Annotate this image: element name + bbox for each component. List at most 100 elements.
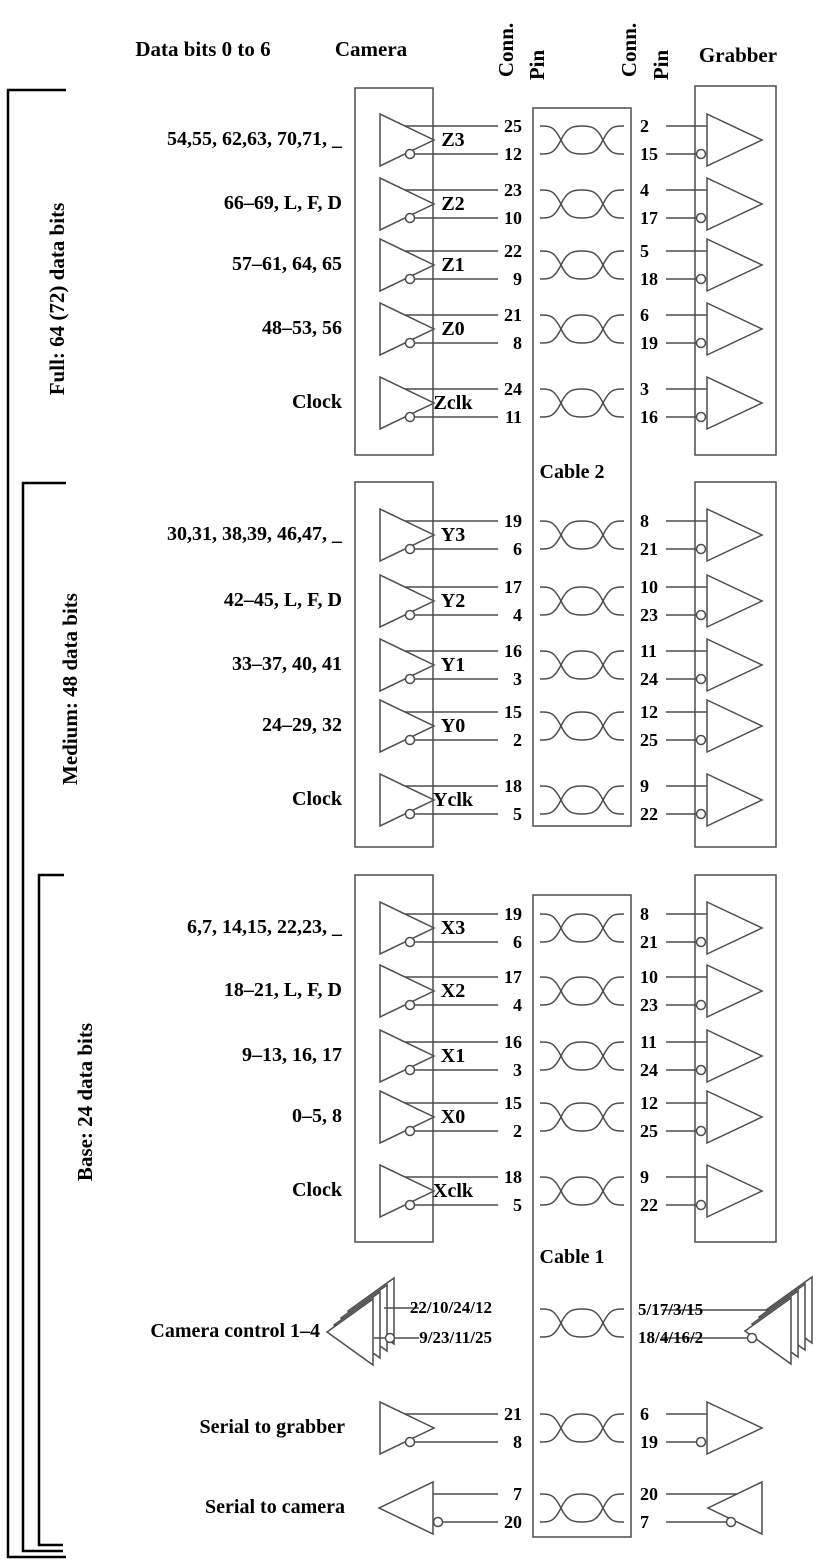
twisted-pair-strand	[539, 1041, 625, 1071]
grabber-pin: 3	[640, 379, 649, 399]
twisted-pair-icon	[539, 711, 625, 741]
camera-box	[354, 874, 434, 1243]
data-bits-label: 9–13, 16, 17	[242, 1044, 342, 1066]
camera-control-pin: 9/23/11/25	[419, 1328, 492, 1347]
grabber-receiver-triangle-icon	[706, 772, 764, 828]
camera-pin: 3	[513, 1060, 522, 1080]
grabber-receiver-triangle-icon	[706, 375, 764, 431]
grabber-pin: 22	[640, 1195, 658, 1215]
twisted-pair-icon	[539, 976, 625, 1006]
grabber-pin: 24	[640, 669, 658, 689]
twisted-pair-strand	[539, 1102, 625, 1132]
twisted-pair-icon	[539, 1102, 625, 1132]
serial-to-grabber-label: Serial to grabber	[199, 1416, 345, 1438]
twisted-pair-strand	[539, 125, 625, 155]
signal-name: X3	[440, 917, 466, 939]
camera-pin: 11	[504, 407, 522, 427]
grabber-pin: 8	[640, 904, 649, 924]
grabber-box	[694, 85, 777, 456]
twisted-pair-strand	[539, 125, 625, 155]
twisted-pair-icon	[539, 1308, 625, 1338]
camera-pin: 4	[513, 995, 522, 1015]
grabber-pin: 8	[640, 511, 649, 531]
twisted-pair-strand	[539, 1308, 625, 1338]
twisted-pair-icon	[539, 314, 625, 344]
twisted-pair-strand	[539, 976, 625, 1006]
camera-pin: 17	[504, 577, 522, 597]
twisted-pair-strand	[539, 189, 625, 219]
twisted-pair-strand	[539, 913, 625, 943]
camera-control-receiver-stack-icon	[325, 1297, 374, 1367]
camera-pin: 3	[513, 669, 522, 689]
grabber-control-pin: 18/4/16/2	[638, 1328, 704, 1347]
camera-pin: 22	[504, 241, 522, 261]
inversion-bubble-icon	[695, 337, 707, 349]
inversion-bubble-icon	[404, 1125, 416, 1137]
camera-box	[354, 87, 434, 456]
grabber-pin: 24	[640, 1060, 658, 1080]
camera-pin: 17	[504, 967, 522, 987]
twisted-pair-strand	[539, 1308, 625, 1338]
signal-name: Y2	[440, 590, 466, 612]
twisted-pair-strand	[539, 1176, 625, 1206]
twisted-pair-icon	[539, 520, 625, 550]
twisted-pair-strand	[539, 189, 625, 219]
signal-name: Y1	[440, 654, 466, 676]
camera-pin: 16	[504, 1032, 522, 1052]
camera-pin: 8	[513, 1432, 522, 1452]
grabber-receiver-triangle-icon	[706, 301, 764, 357]
twisted-pair-strand	[539, 650, 625, 680]
data-bits-label: 54,55, 62,63, 70,71, _	[167, 128, 342, 150]
camera-pin: 8	[513, 333, 522, 353]
inversion-bubble-icon	[404, 999, 416, 1011]
data-bits-label: 48–53, 56	[262, 317, 342, 339]
twisted-pair-strand	[539, 586, 625, 616]
camera-pin: 18	[504, 776, 522, 796]
twisted-pair-strand	[539, 388, 625, 418]
cable-1-box	[532, 894, 632, 1538]
inversion-bubble-icon	[404, 212, 416, 224]
grabber-receiver-triangle-icon	[706, 507, 764, 563]
grabber-box	[694, 481, 777, 848]
twisted-pair-icon	[539, 189, 625, 219]
grabber-pin: 9	[640, 1167, 649, 1187]
camera-pin: 12	[504, 144, 522, 164]
grabber-receiver-triangle-icon	[706, 176, 764, 232]
inversion-bubble-icon	[404, 543, 416, 555]
signal-name: X0	[440, 1106, 466, 1128]
grabber-pin: 17	[640, 208, 658, 228]
inversion-bubble-icon	[695, 936, 707, 948]
grabber-pin: 11	[640, 641, 658, 661]
grabber-receiver-triangle-icon	[706, 698, 764, 754]
data-bits-label: 24–29, 32	[262, 714, 342, 736]
twisted-pair-strand	[539, 711, 625, 741]
serial-grabber-receiver-triangle-icon	[706, 1400, 764, 1456]
inversion-bubble-icon	[695, 411, 707, 423]
camera-pin: 7	[513, 1484, 522, 1504]
twisted-pair-icon	[539, 913, 625, 943]
twisted-pair-icon	[539, 388, 625, 418]
data-bits-label: 42–45, L, F, D	[223, 589, 342, 611]
grabber-pin: 4	[640, 180, 649, 200]
grabber-receiver-triangle-icon	[706, 112, 764, 168]
inversion-bubble-icon	[695, 999, 707, 1011]
signal-name: Xclk	[433, 1180, 473, 1202]
grabber-box	[694, 874, 777, 1243]
camera-pin: 20	[504, 1512, 522, 1532]
data-bits-label: Clock	[292, 391, 342, 413]
inversion-bubble-icon	[404, 337, 416, 349]
twisted-pair-strand	[539, 520, 625, 550]
twisted-pair-strand	[539, 785, 625, 815]
twisted-pair-strand	[539, 250, 625, 280]
twisted-pair-strand	[539, 1176, 625, 1206]
twisted-pair-strand	[539, 314, 625, 344]
twisted-pair-strand	[539, 1493, 625, 1523]
grabber-pin: 22	[640, 804, 658, 824]
inversion-bubble-icon	[695, 1125, 707, 1137]
signal-name: Z2	[441, 193, 465, 215]
camera-pin: 19	[504, 511, 522, 531]
base-group-bracket	[37, 873, 64, 1547]
grabber-pin: 23	[640, 605, 658, 625]
twisted-pair-strand	[539, 785, 625, 815]
